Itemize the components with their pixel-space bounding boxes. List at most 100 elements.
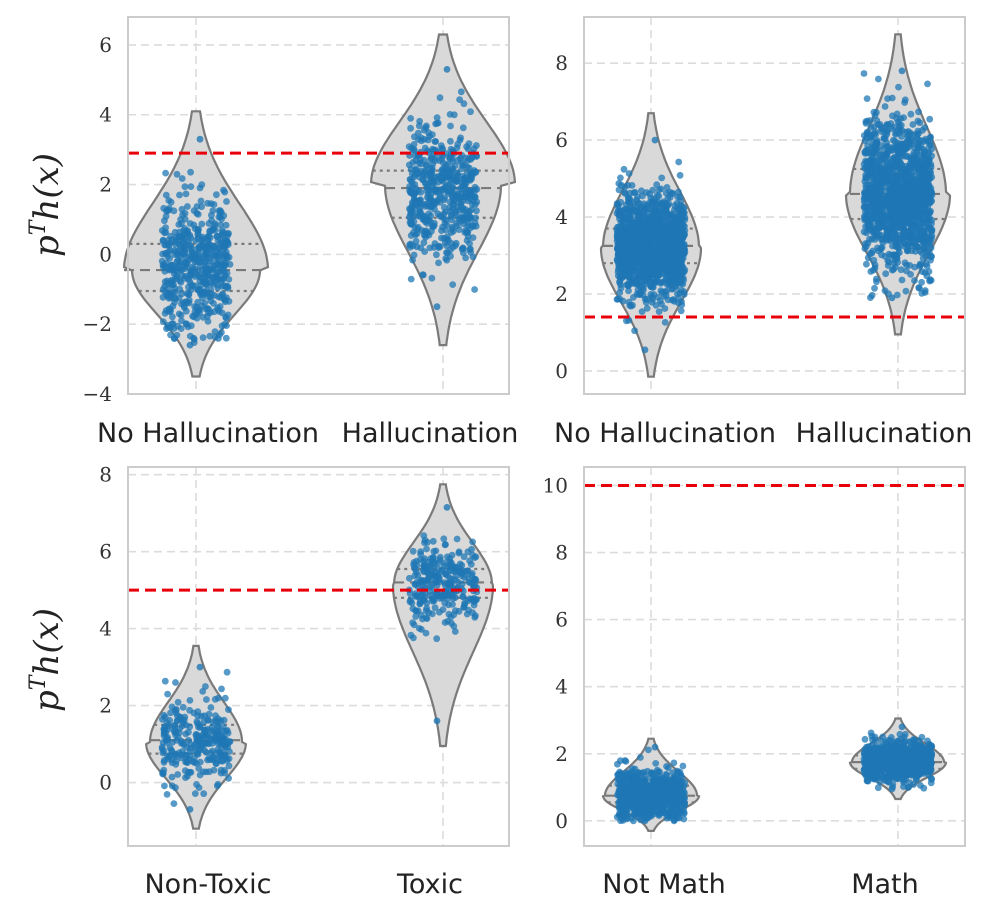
data-point	[428, 131, 436, 139]
data-point	[209, 754, 217, 761]
data-point	[662, 227, 670, 235]
data-point	[635, 214, 643, 221]
data-point	[214, 335, 222, 342]
data-point-min	[433, 717, 441, 725]
data-point	[881, 183, 889, 191]
data-point	[638, 187, 645, 195]
data-point	[617, 181, 625, 189]
data-point	[878, 201, 885, 209]
data-point	[642, 205, 650, 213]
data-point	[215, 694, 222, 702]
data-point	[642, 299, 650, 306]
data-point	[420, 239, 428, 247]
x-category-label-left: Non-Toxic	[144, 869, 271, 900]
data-point	[873, 109, 880, 116]
data-point	[617, 174, 624, 182]
data-point	[420, 562, 428, 570]
data-point	[163, 277, 171, 285]
data-point	[178, 748, 186, 755]
data-point	[176, 285, 184, 293]
data-point	[204, 233, 211, 241]
data-point	[187, 272, 194, 279]
y-tick-label: −2	[83, 312, 112, 336]
data-point	[224, 729, 232, 737]
data-point	[625, 273, 632, 281]
data-point	[220, 212, 228, 220]
data-point	[447, 145, 455, 153]
data-point	[616, 289, 624, 296]
violin-left	[122, 110, 270, 378]
data-point	[643, 304, 651, 312]
y-tick-label: 4	[555, 205, 568, 229]
data-point	[471, 581, 479, 589]
data-point	[177, 278, 185, 286]
data-point	[916, 204, 923, 212]
data-point	[421, 539, 428, 547]
data-point	[620, 165, 628, 173]
data-point	[180, 231, 187, 239]
data-point	[921, 269, 929, 276]
data-point	[902, 287, 910, 295]
y-tick-label: 0	[99, 242, 112, 266]
y-tick-label: 2	[99, 694, 112, 718]
data-point	[451, 209, 459, 217]
data-point	[415, 207, 423, 215]
data-point	[439, 170, 447, 178]
data-point	[671, 264, 679, 272]
data-point	[624, 224, 632, 231]
data-point	[166, 255, 174, 262]
data-point	[636, 226, 644, 234]
data-point	[457, 217, 465, 225]
data-point	[222, 221, 230, 229]
data-point	[657, 279, 665, 287]
data-point	[862, 118, 870, 125]
data-point	[925, 156, 933, 164]
data-point	[453, 169, 461, 177]
data-point	[911, 277, 918, 284]
data-point	[648, 293, 656, 300]
data-point	[895, 129, 903, 137]
data-point	[186, 220, 194, 227]
data-point	[424, 575, 432, 583]
data-point	[634, 193, 641, 201]
data-point	[187, 168, 195, 176]
data-point	[893, 254, 901, 261]
data-point	[430, 198, 438, 206]
data-point	[405, 161, 413, 169]
data-point	[158, 257, 166, 265]
data-point	[865, 149, 873, 157]
data-point	[193, 314, 201, 322]
data-point	[446, 207, 454, 215]
data-point	[173, 331, 181, 339]
data-point	[186, 332, 194, 340]
data-point	[864, 254, 872, 262]
data-point	[410, 251, 418, 259]
data-point	[885, 162, 893, 170]
data-point	[647, 252, 655, 260]
data-point	[459, 245, 467, 252]
data-point	[187, 745, 194, 752]
data-point	[223, 198, 230, 205]
data-point	[443, 242, 451, 250]
data-point	[619, 214, 627, 222]
data-point	[882, 232, 890, 240]
data-point	[433, 120, 441, 127]
data-point	[863, 95, 871, 102]
data-point	[220, 269, 228, 277]
points-right	[860, 67, 936, 302]
data-point	[187, 234, 195, 242]
data-point	[447, 177, 455, 185]
y-tick-label: −4	[83, 382, 112, 406]
points-right	[405, 66, 481, 311]
data-point	[441, 541, 449, 549]
data-point	[884, 95, 891, 102]
data-point	[408, 170, 416, 178]
data-point	[193, 303, 201, 311]
y-tick-label: 6	[555, 128, 568, 152]
data-point	[644, 273, 652, 281]
data-point	[678, 229, 686, 236]
data-point	[472, 214, 479, 222]
data-point	[926, 115, 934, 123]
